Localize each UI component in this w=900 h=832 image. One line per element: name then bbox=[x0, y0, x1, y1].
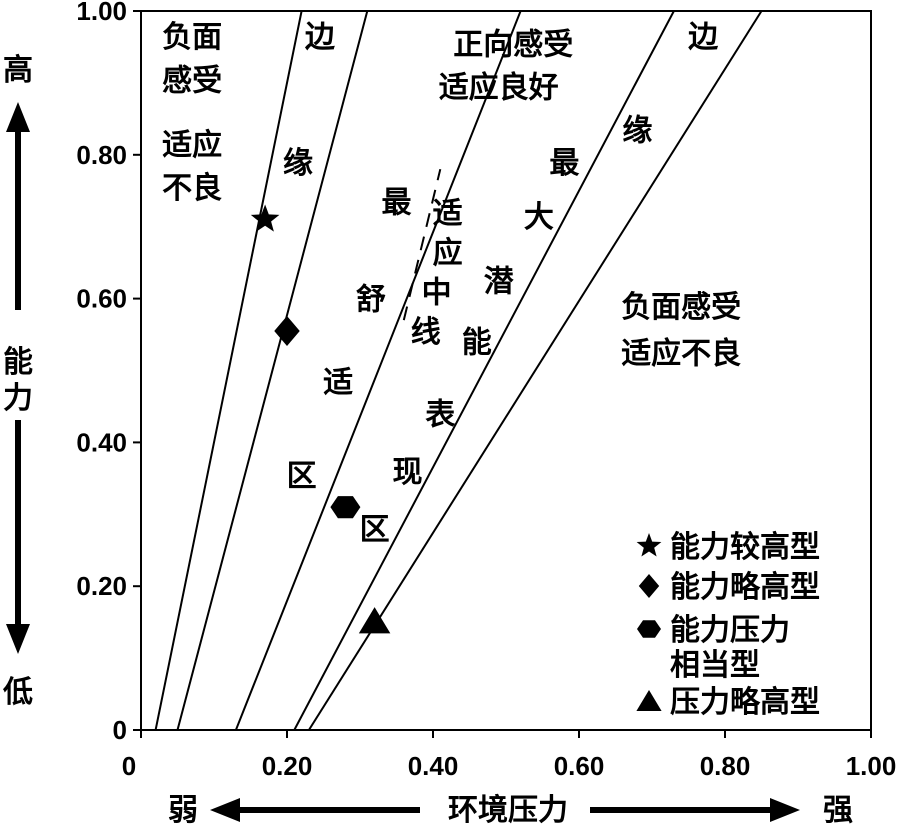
region-label: 能 bbox=[462, 326, 492, 361]
x-tick-label: 0.40 bbox=[408, 751, 459, 781]
legend-hexagon-icon bbox=[637, 620, 661, 638]
legend-star-icon bbox=[636, 533, 662, 557]
x-tick-label: 0.60 bbox=[554, 751, 605, 781]
region-label: 不良 bbox=[162, 171, 222, 206]
region-label: 适应良好 bbox=[439, 70, 559, 105]
region-labels: 负面感受适应不良边缘适区正向感受适应良好最舒适应中线最大潜能表现区边缘负面感受适… bbox=[162, 20, 741, 548]
region-label: 最 bbox=[549, 146, 579, 181]
region-label: 区 bbox=[360, 513, 390, 548]
axes-frame bbox=[140, 10, 872, 731]
region-label: 应 bbox=[433, 236, 463, 271]
region-label: 表 bbox=[425, 398, 455, 433]
region-label: 缘 bbox=[622, 114, 652, 149]
y-ticks: 0 0.20 0.40 0.60 0.80 1.00 bbox=[76, 0, 141, 745]
zone-boundary-line-3 bbox=[234, 11, 522, 730]
x-ticks: 0 0.20 0.40 0.60 0.80 1.00 bbox=[122, 730, 897, 781]
zone-boundary-line-1 bbox=[154, 11, 303, 730]
data-markers bbox=[250, 204, 391, 634]
region-label: 感受 bbox=[162, 63, 222, 98]
y-tick-label: 0.60 bbox=[76, 284, 127, 314]
legend-diamond-marker bbox=[638, 574, 660, 598]
y-high-label: 高 bbox=[3, 53, 33, 88]
region-label: 潜 bbox=[484, 265, 514, 300]
legend-hexagon-marker bbox=[637, 620, 661, 638]
x-axis-label: 环境压力 bbox=[448, 793, 568, 828]
data-point-diamond bbox=[274, 315, 300, 346]
optimal-adaptation-centerline bbox=[402, 168, 442, 321]
x-tick-label: 0.80 bbox=[700, 751, 751, 781]
x-right-arrow-icon bbox=[590, 798, 800, 822]
x-tick-label: 0 bbox=[122, 751, 136, 781]
region-label: 适应 bbox=[162, 128, 222, 163]
zone-boundary-line-2 bbox=[176, 11, 369, 730]
legend-triangle-marker bbox=[636, 690, 662, 711]
region-label: 适应不良 bbox=[621, 337, 741, 372]
legend: 能力较高型 能力略高型 能力压力 相当型 压力略高型 bbox=[636, 530, 820, 720]
region-label: 边 bbox=[305, 20, 336, 55]
region-label: 现 bbox=[392, 455, 422, 490]
region-label: 中 bbox=[422, 275, 452, 310]
region-label: 最 bbox=[382, 186, 412, 221]
region-label: 缘 bbox=[283, 146, 313, 181]
y-up-arrow-icon bbox=[6, 102, 30, 310]
region-label: 正向感受 bbox=[453, 27, 573, 62]
legend-label: 能力较高型 bbox=[670, 530, 820, 565]
x-tick-label: 0.20 bbox=[262, 751, 313, 781]
x-low-label: 弱 bbox=[168, 793, 198, 828]
x-high-label: 强 bbox=[823, 793, 853, 828]
zone-boundary-line-5 bbox=[308, 11, 763, 730]
region-label: 舒 bbox=[356, 283, 386, 318]
y-tick-label: 0.40 bbox=[76, 427, 127, 457]
region-label: 适 bbox=[433, 196, 463, 231]
region-label: 负面感受 bbox=[621, 290, 741, 325]
region-label: 负面 bbox=[162, 20, 222, 55]
data-point-hexagon bbox=[330, 496, 361, 519]
y-axis-label-1: 能 bbox=[3, 345, 33, 380]
data-point-triangle bbox=[358, 607, 391, 634]
y-axis-label-2: 力 bbox=[3, 381, 33, 416]
y-tick-label: 0.80 bbox=[76, 140, 127, 170]
y-down-arrow-icon bbox=[6, 420, 30, 654]
zone-boundary-line-4 bbox=[293, 11, 675, 730]
legend-label: 能力压力 bbox=[670, 613, 790, 648]
y-tick-label: 0.20 bbox=[76, 571, 127, 601]
y-tick-label: 1.00 bbox=[76, 0, 127, 26]
region-label: 线 bbox=[411, 315, 441, 350]
legend-star-marker bbox=[636, 533, 662, 557]
region-label: 大 bbox=[524, 200, 554, 235]
region-label: 区 bbox=[287, 459, 317, 494]
legend-triangle-icon bbox=[636, 690, 662, 711]
legend-label: 能力略高型 bbox=[670, 570, 820, 605]
x-left-arrow-icon bbox=[210, 798, 420, 822]
region-label: 边 bbox=[688, 20, 719, 55]
y-tick-label: 0 bbox=[113, 715, 127, 745]
legend-diamond-icon bbox=[638, 574, 660, 598]
x-tick-label: 1.00 bbox=[846, 751, 897, 781]
data-point-star bbox=[250, 204, 280, 232]
legend-label: 相当型 bbox=[670, 648, 760, 683]
legend-label: 压力略高型 bbox=[670, 685, 820, 720]
y-low-label: 低 bbox=[2, 675, 33, 710]
plot-lines bbox=[154, 11, 763, 730]
region-label: 适 bbox=[323, 365, 353, 400]
